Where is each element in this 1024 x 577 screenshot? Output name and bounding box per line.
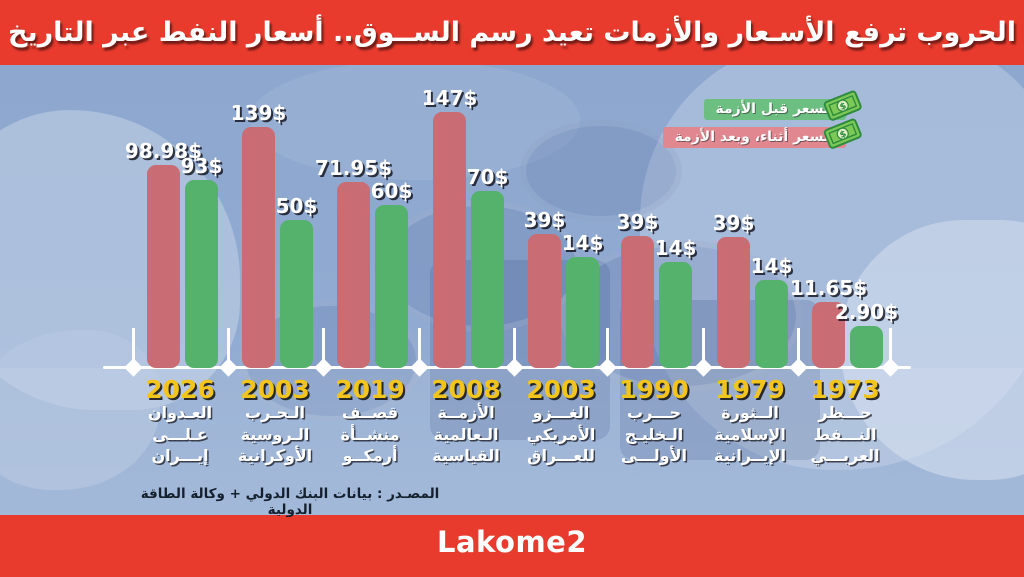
event-label: حـــظر النـــفط العربـــي (790, 402, 900, 467)
event-label-line: الـروسية (240, 424, 310, 444)
header-bar: الحروب ترفع الأسـعار والأزمات تعيد رسم ا… (0, 0, 1024, 65)
price-label-during-after: 39$ (523, 208, 566, 232)
bar-price-during-after-crisis (528, 234, 561, 368)
legend-item-before-crisis: السعر قبل الأزمة $ (703, 90, 862, 121)
event-label-line: أرمكــو (342, 446, 398, 465)
event-label-line: الـخليـج (624, 424, 684, 444)
event-label-line: الـعالمية (433, 424, 499, 444)
price-label-before: 14$ (654, 236, 697, 260)
page-title: الحروب ترفع الأسـعار والأزمات تعيد رسم ا… (8, 17, 1016, 48)
event-label-line: الأوكرانية (237, 446, 313, 465)
price-label-before: 50$ (275, 194, 318, 218)
timeline-tick (512, 328, 516, 368)
bar-price-before-crisis (659, 262, 692, 368)
event-label-line: الأمريكي (526, 424, 596, 444)
event-label-line: الــثورة (721, 403, 779, 422)
event-label-line: الإسلامية (714, 424, 786, 444)
price-label-before: 2.90$ (834, 300, 899, 324)
event-label-line: الغـــزو (532, 403, 590, 422)
event-label-line: حـــرب (627, 403, 681, 422)
year-label: 2019 (335, 375, 405, 404)
year-label: 2003 (240, 375, 310, 404)
timeline-diamond-marker (597, 358, 617, 377)
timeline-diamond-marker (788, 358, 808, 377)
event-label: الـحـرب الـروسية الأوكرانية (220, 402, 330, 467)
timeline-tick (605, 328, 609, 368)
event-label-line: للعـــراق (527, 446, 595, 465)
event-label-line: الأزمــة (437, 403, 495, 422)
event-label: الأزمــة الـعالمية القياسية (411, 402, 521, 467)
bar-price-before-crisis (850, 326, 883, 368)
event-label-line: الإيــرانية (713, 446, 787, 465)
price-label-before: 70$ (466, 165, 509, 189)
timeline-diamond-marker (313, 358, 333, 377)
price-label-during-after: 71.95$ (314, 156, 393, 180)
price-label-during-after: 39$ (712, 211, 755, 235)
event-label: الغـــزو الأمريكي للعـــراق (506, 402, 616, 467)
bar-price-during-after-crisis (242, 127, 275, 368)
bar-price-before-crisis (566, 257, 599, 368)
brand-logo: Lakome2 (436, 525, 588, 559)
timeline-diamond-marker (218, 358, 238, 377)
source-note: المصـدر : بيانات البنك الدولي + وكالة ال… (140, 486, 440, 518)
event-label-line: الـحـرب (245, 403, 305, 422)
timeline-diamond-marker (123, 358, 143, 377)
event-label: العـدوان عـلـــى إيـــران (125, 402, 235, 467)
timeline-tick (417, 328, 421, 368)
footer-bar: Lakome2 (0, 515, 1024, 577)
timeline-diamond-marker (693, 358, 713, 377)
event-label: حـــرب الـخليـج الأولـــى (599, 402, 709, 467)
timeline-tick (321, 328, 325, 368)
event-label: الــثورة الإسلامية الإيــرانية (695, 402, 805, 467)
event-label-line: النـــفط (813, 424, 877, 444)
year-label: 1979 (715, 375, 785, 404)
event-label-line: منشــأة (340, 424, 400, 444)
price-label-during-after: 147$ (421, 86, 478, 110)
legend-item-during-after-crisis: السعر أثناء، وبعد الأزمة $ (662, 118, 862, 149)
price-label-before: 93$ (180, 154, 223, 178)
price-label-before: 14$ (561, 231, 604, 255)
price-label-before: 14$ (750, 254, 793, 278)
event-label-line: القياسية (432, 446, 500, 465)
event-label-line: حـــظر (818, 403, 872, 422)
bar-price-before-crisis (471, 191, 504, 368)
price-label-before: 60$ (370, 179, 413, 203)
bar-price-before-crisis (185, 180, 218, 368)
event-label-line: إيـــران (151, 446, 209, 465)
legend: السعر قبل الأزمة $ السعر أثناء، وبعد الأ… (662, 90, 862, 149)
bar-price-before-crisis (280, 220, 313, 368)
event-label-line: العربـــي (810, 446, 880, 465)
bar-price-during-after-crisis (337, 182, 370, 368)
event-label-line: العـدوان (147, 403, 213, 422)
legend-label-during-after: السعر أثناء، وبعد الأزمة (662, 127, 846, 148)
bar-price-before-crisis (375, 205, 408, 368)
price-label-during-after: 39$ (616, 210, 659, 234)
event-label: قصــف منشــأة أرمكــو (315, 402, 425, 467)
year-label: 1973 (810, 375, 880, 404)
price-label-during-after: 139$ (230, 101, 287, 125)
event-label-line: عـلـــى (152, 424, 208, 444)
year-label: 2003 (526, 375, 596, 404)
year-label: 2026 (145, 375, 215, 404)
timeline-diamond-marker (880, 358, 900, 377)
bar-price-during-after-crisis (147, 165, 180, 368)
year-label: 1990 (619, 375, 689, 404)
event-label-line: الأولـــى (621, 446, 687, 465)
bar-price-during-after-crisis (433, 112, 466, 368)
timeline-diamond-marker (504, 358, 524, 377)
year-label: 2008 (431, 375, 501, 404)
price-label-during-after: 11.65$ (789, 276, 868, 300)
event-label-line: قصــف (341, 403, 399, 422)
timeline-diamond-marker (409, 358, 429, 377)
